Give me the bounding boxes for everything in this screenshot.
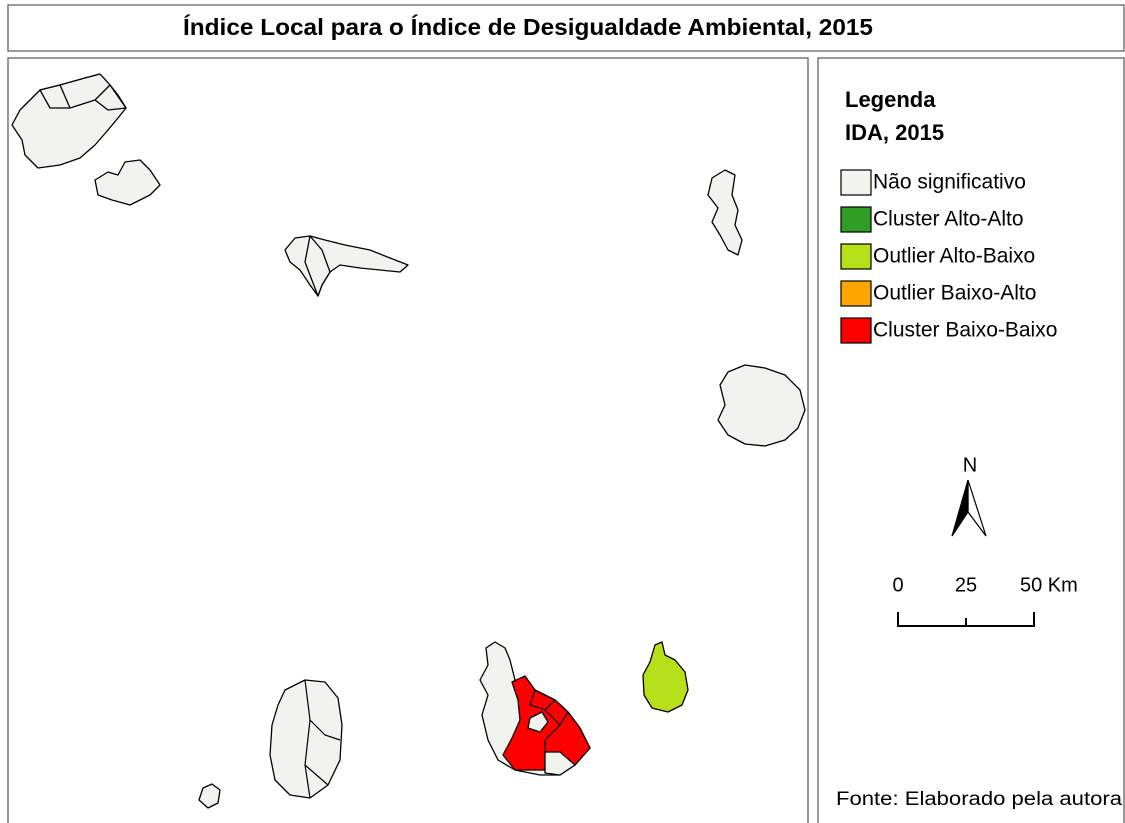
legend-swatch: [840, 280, 872, 307]
legend-items: Não significativo Cluster Alto-Alto Outlie…: [840, 169, 1057, 344]
boundary: [529, 689, 569, 752]
island: [707, 169, 743, 256]
boundary: [304, 679, 341, 799]
scale-label: 25: [955, 574, 977, 596]
legend-label: Outlier Baixo-Alto: [873, 282, 1036, 305]
island: [544, 751, 576, 776]
islands: [11, 73, 806, 809]
scale-bar: 0 25 50 Km: [892, 574, 1078, 627]
map-frame: [7, 57, 809, 823]
legend-frame: [817, 57, 1125, 823]
legend-swatch: [840, 169, 872, 196]
legend-swatch: [840, 206, 872, 233]
title-box: [7, 4, 1125, 52]
legend-subtitle: IDA, 2015: [845, 120, 944, 145]
map-title: Índice Local para o Índice de Desigualda…: [183, 13, 873, 40]
legend-title: Legenda: [845, 87, 936, 112]
island: [269, 679, 343, 799]
island: [284, 235, 409, 297]
island: [527, 711, 549, 733]
north-label: N: [963, 454, 977, 476]
legend-swatch: [840, 243, 872, 270]
island: [642, 641, 689, 713]
island: [717, 364, 806, 447]
scale-label: 50 Km: [1020, 574, 1078, 596]
legend-swatch: [840, 317, 872, 344]
island: [94, 159, 161, 206]
legend-label: Outlier Alto-Baixo: [873, 245, 1035, 268]
scale-label: 0: [892, 574, 903, 596]
source-note: Fonte: Elaborado pela autora: [836, 789, 1122, 810]
island: [39, 73, 127, 111]
legend-label: Não significativo: [873, 171, 1026, 194]
legend-label: Cluster Baixo-Baixo: [873, 319, 1057, 342]
island: [304, 235, 331, 297]
north-arrow: N: [951, 454, 987, 537]
island: [198, 783, 221, 809]
legend-label: Cluster Alto-Alto: [873, 208, 1024, 231]
